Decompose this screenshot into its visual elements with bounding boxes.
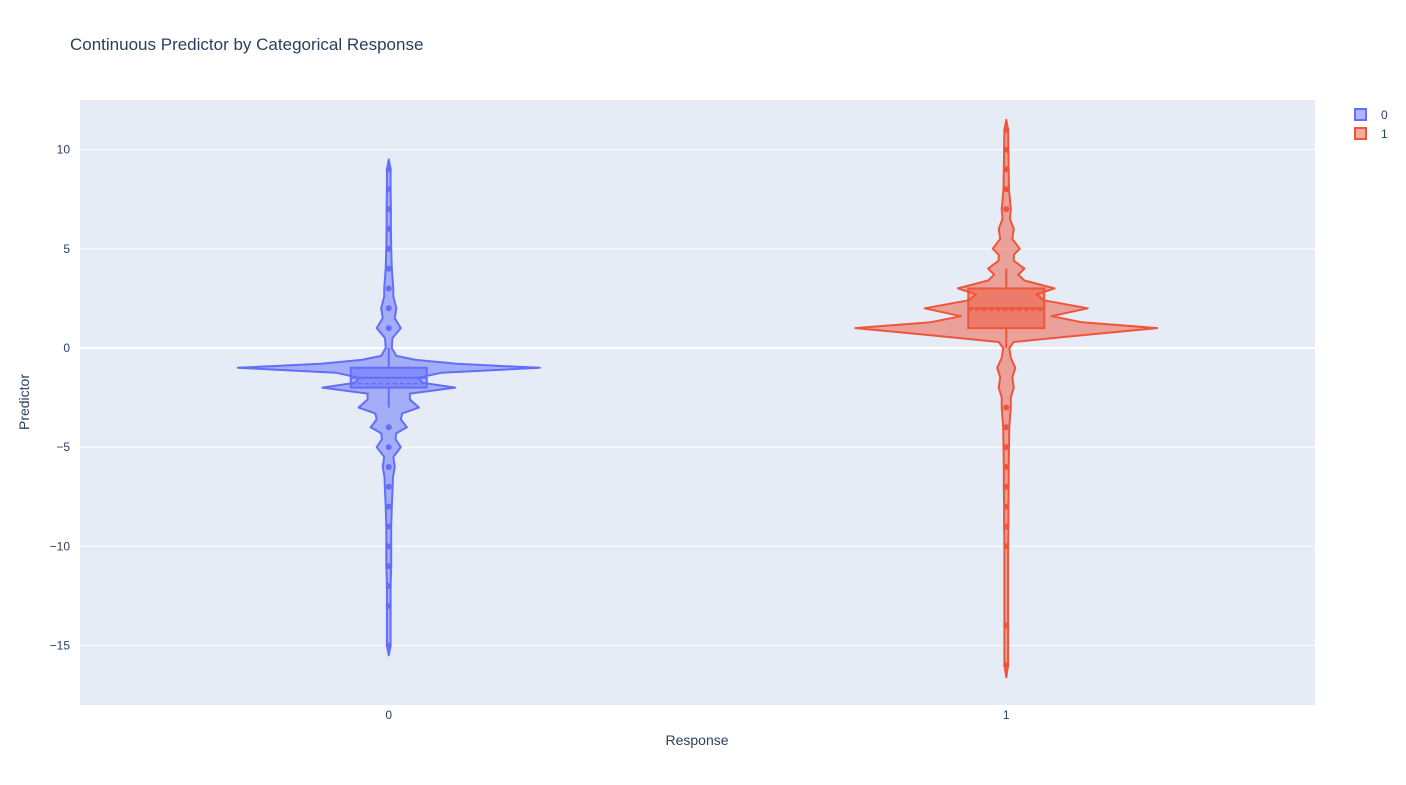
outlier-point[interactable] (1003, 463, 1010, 470)
y-tick-label: −10 (50, 539, 71, 553)
x-tick-label: 1 (1003, 708, 1010, 722)
violin-body[interactable] (854, 118, 1159, 679)
outlier-point[interactable] (1003, 483, 1010, 490)
legend-label: 0 (1381, 108, 1388, 122)
y-tick-label: −5 (56, 440, 70, 454)
outlier-point[interactable] (385, 265, 392, 272)
outlier-point[interactable] (1003, 186, 1010, 193)
y-tick-labels: 10 5 0 −5 −10 −15 (50, 143, 71, 653)
outlier-point[interactable] (1003, 444, 1010, 451)
y-tick-label: 10 (57, 143, 71, 157)
legend-swatch (1354, 127, 1367, 140)
y-gridlines (80, 149, 1315, 646)
violin-traces (236, 118, 1159, 679)
outlier-point[interactable] (385, 523, 392, 530)
outlier-point[interactable] (1003, 166, 1010, 173)
outlier-point[interactable] (1003, 206, 1010, 213)
x-axis-title: Response (665, 732, 728, 748)
chart-title: Continuous Predictor by Categorical Resp… (70, 35, 423, 54)
outlier-point[interactable] (385, 483, 392, 490)
y-axis-title: Predictor (16, 374, 32, 430)
legend: 01 (1354, 108, 1388, 141)
outlier-point[interactable] (1003, 662, 1010, 669)
legend-item-0[interactable]: 0 (1354, 108, 1388, 122)
outlier-point[interactable] (1003, 543, 1010, 550)
outlier-point[interactable] (385, 602, 392, 609)
outlier-point[interactable] (385, 285, 392, 292)
outlier-point[interactable] (1003, 404, 1010, 411)
outlier-point[interactable] (385, 225, 392, 232)
outlier-point[interactable] (1003, 146, 1010, 153)
outlier-point[interactable] (1003, 523, 1010, 530)
outlier-point[interactable] (1003, 126, 1010, 133)
plot-area[interactable] (80, 100, 1315, 705)
outlier-point[interactable] (385, 563, 392, 570)
legend-item-1[interactable]: 1 (1354, 127, 1388, 141)
outlier-point[interactable] (1003, 424, 1010, 431)
outlier-point[interactable] (385, 582, 392, 589)
outlier-point[interactable] (385, 543, 392, 550)
y-tick-label: −15 (50, 638, 71, 652)
outlier-point[interactable] (385, 245, 392, 252)
violin-series-0 (236, 158, 541, 657)
x-tick-label: 0 (385, 708, 392, 722)
violin-series-1 (854, 118, 1159, 679)
outlier-point[interactable] (385, 503, 392, 510)
outlier-point[interactable] (385, 206, 392, 213)
outlier-point[interactable] (385, 305, 392, 312)
outlier-point[interactable] (385, 186, 392, 193)
y-tick-label: 0 (63, 341, 70, 355)
outlier-point[interactable] (385, 444, 392, 451)
outlier-point[interactable] (385, 325, 392, 332)
outlier-point[interactable] (1003, 503, 1010, 510)
legend-swatch (1354, 108, 1367, 121)
outlier-point[interactable] (385, 463, 392, 470)
y-tick-label: 5 (63, 242, 70, 256)
outlier-point[interactable] (385, 642, 392, 649)
outlier-point[interactable] (1003, 622, 1010, 629)
legend-label: 1 (1381, 127, 1388, 141)
outlier-point[interactable] (385, 424, 392, 431)
outlier-point[interactable] (385, 166, 392, 173)
